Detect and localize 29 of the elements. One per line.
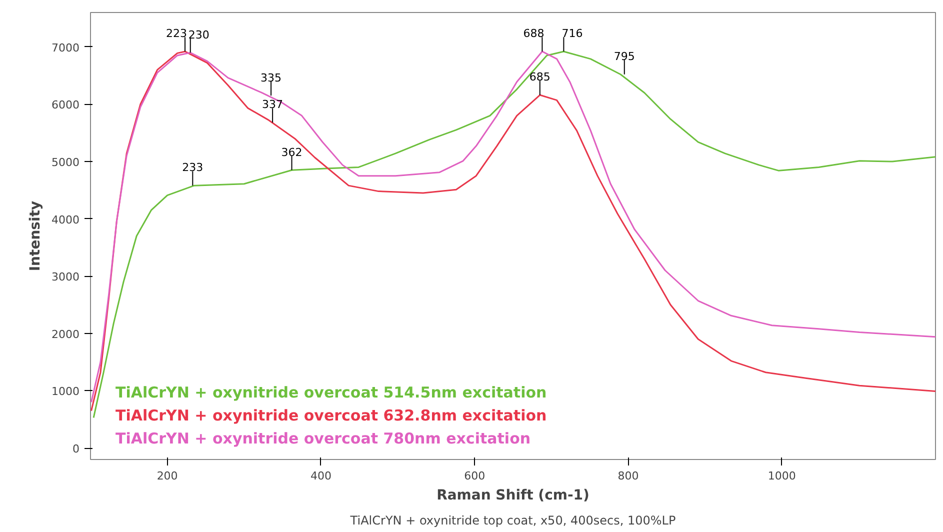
annotation: 685 bbox=[529, 70, 550, 84]
x-tick-label: 1000 bbox=[768, 470, 796, 482]
y-tick-label: 5000 bbox=[52, 156, 80, 169]
y-tick-label: 3000 bbox=[52, 270, 80, 284]
y-tick-label: 4000 bbox=[52, 213, 80, 226]
x-tick-label: 600 bbox=[464, 470, 486, 482]
annotation: 230 bbox=[188, 28, 210, 42]
annotation: 223 bbox=[166, 27, 187, 40]
annotation: 335 bbox=[260, 71, 282, 84]
y-tick-label: 0 bbox=[72, 442, 80, 456]
x-tick-label: 400 bbox=[310, 470, 332, 482]
annotation: 716 bbox=[562, 27, 583, 40]
annotation: 362 bbox=[281, 146, 302, 159]
annotation: 795 bbox=[614, 50, 635, 64]
x-tick-label: 800 bbox=[618, 470, 639, 482]
y-tick-label: 1000 bbox=[52, 385, 80, 398]
text: TiAlCrYN + oxynitride top coat, x50, 400secs, 100%LP bbox=[349, 514, 676, 528]
text: TiAlCrYN + oxynitride overcoat 780nm excitation bbox=[116, 430, 531, 448]
x-tick-label: 200 bbox=[156, 470, 178, 482]
x-axis-title: Raman Shift (cm-1) bbox=[436, 488, 590, 504]
y-tick-label: 6000 bbox=[52, 98, 80, 112]
series-label: TiAlCrYN + oxynitride overcoat 514.5nm excitation bbox=[116, 384, 547, 402]
y-axis-title: Intensity bbox=[28, 200, 44, 272]
annotation: 233 bbox=[182, 161, 204, 174]
y-tick-label: 2000 bbox=[52, 328, 80, 341]
annotation: 688 bbox=[523, 27, 544, 40]
y-tick-label: 7000 bbox=[52, 41, 80, 54]
annotation: 337 bbox=[262, 98, 284, 112]
series-label: TiAlCrYN + oxynitride overcoat 632.8nm excitation bbox=[116, 406, 547, 424]
